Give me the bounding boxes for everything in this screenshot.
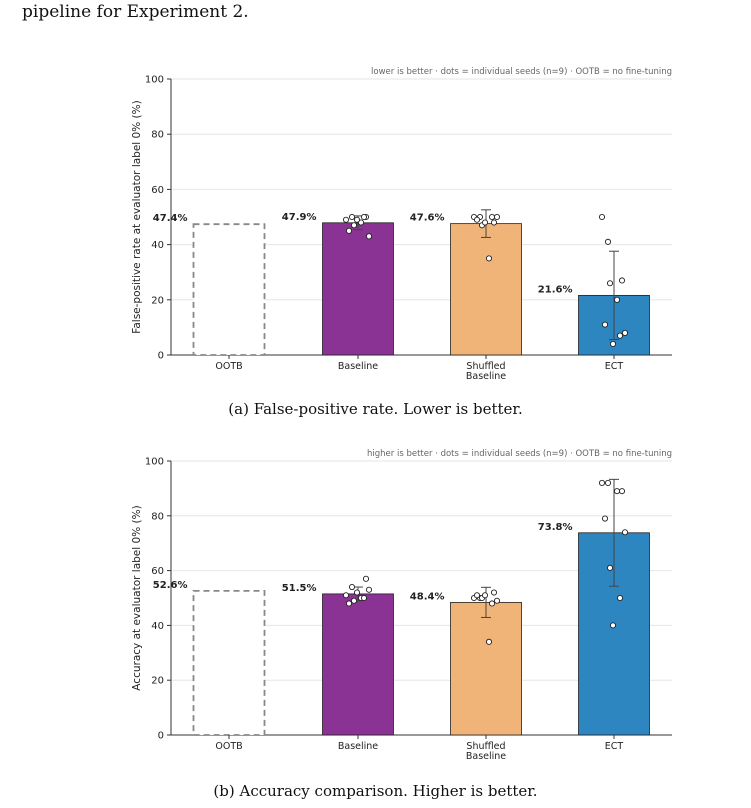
seed-dot [493, 213, 501, 221]
seed-dot [621, 329, 629, 336]
seed-dot [485, 255, 493, 262]
seed-dot [348, 583, 356, 591]
chart-b: 0 20 40 60 80 100 Accuracy at evaluator label … [131, 449, 672, 762]
seed-dot [606, 280, 614, 287]
chart-annotation: higher is better · dots = individual see… [367, 449, 672, 459]
chart-annotation: lower is better · dots = individual seed… [371, 67, 672, 77]
seed-dot [342, 216, 350, 223]
y-tick-label: 0 [158, 731, 164, 742]
seed-dot [481, 219, 489, 226]
seed-dot [348, 213, 356, 221]
seed-dot [357, 219, 365, 226]
seed-dot [493, 597, 501, 604]
y-tick-label: 40 [151, 621, 164, 632]
value-label: 47.9% [282, 212, 317, 223]
x-tick-label: OOTB [215, 741, 242, 752]
bar-ootb [192, 589, 266, 736]
seed-dot [473, 592, 481, 599]
value-label: 51.5% [282, 583, 317, 594]
y-tick-label: 80 [151, 130, 164, 141]
y-tick-label: 60 [151, 185, 164, 196]
y-tick-label: 80 [151, 511, 164, 522]
intro-text: pipeline for Experiment 2. [22, 2, 249, 22]
seed-dot [613, 488, 621, 495]
seed-dot [362, 575, 370, 582]
seed-dot [490, 589, 498, 596]
seed-dot [618, 277, 626, 284]
y-tick-label: 20 [151, 295, 164, 306]
value-label: 47.4% [153, 213, 188, 224]
caption-b: (b) Accuracy comparison. Higher is bette… [213, 782, 538, 800]
seed-dot [609, 340, 617, 348]
seed-dot [488, 213, 496, 221]
x-tick-label: Shuffled [466, 361, 505, 372]
y-tick-label: 100 [145, 457, 164, 468]
seed-dot [485, 638, 493, 645]
seed-dot [616, 332, 624, 339]
x-tick-label: OOTB [215, 361, 242, 372]
seed-dot [601, 321, 609, 328]
y-tick-label: 40 [151, 240, 164, 251]
seed-dot [616, 594, 624, 602]
seed-dot [481, 592, 489, 599]
seed-dot [350, 597, 358, 604]
chart-a: 0 20 40 60 80 100 False-positive rate at evalu… [131, 67, 672, 382]
seed-dot [488, 600, 496, 607]
y-tick-label: 20 [151, 676, 164, 687]
seed-dot [345, 600, 353, 607]
x-tick-label: Baseline [466, 751, 506, 762]
y-tick-label: 0 [158, 351, 164, 362]
value-label: 48.4% [410, 591, 445, 602]
seed-dot [601, 515, 609, 522]
x-tick-label: Baseline [338, 741, 378, 752]
seed-dot [618, 488, 626, 495]
bar-ootb [192, 223, 266, 356]
seed-dot [598, 213, 606, 221]
seed-dot [360, 213, 368, 221]
bar-shuffled-baseline [450, 223, 522, 356]
x-tick-label: Baseline [466, 371, 506, 382]
bar-shuffled-baseline [450, 601, 522, 736]
seed-dot [473, 216, 481, 223]
caption-a: (a) False-positive rate. Lower is better… [228, 400, 523, 418]
x-tick-label: Shuffled [466, 741, 505, 752]
seed-dot [621, 529, 629, 536]
seed-dot [360, 594, 368, 602]
value-label: 47.6% [410, 213, 445, 224]
value-label: 21.6% [538, 284, 573, 295]
y-axis-label: Accuracy at evaluator label 0% (%) [131, 505, 143, 690]
y-axis-label: False-positive rate at evaluator label 0… [131, 100, 143, 333]
value-label: 52.6% [153, 580, 188, 591]
seed-dot [598, 479, 606, 486]
seed-dot [350, 222, 358, 229]
seed-dot [345, 227, 353, 234]
seed-dot [606, 564, 614, 571]
bar-baseline [322, 593, 394, 736]
x-tick-label: Baseline [338, 361, 378, 372]
x-tick-label: ECT [605, 361, 624, 372]
seed-dot [365, 586, 373, 593]
seed-dot [613, 296, 621, 303]
bar-baseline [322, 222, 394, 356]
seed-dot [353, 216, 361, 223]
seed-dot [609, 622, 617, 629]
value-label: 73.8% [538, 522, 573, 533]
y-tick-label: 100 [145, 75, 164, 86]
seed-dot [365, 233, 373, 240]
seed-dot [353, 589, 361, 596]
seed-dot [604, 479, 612, 486]
y-tick-label: 60 [151, 566, 164, 577]
seed-dot [604, 238, 612, 245]
seed-dot [342, 592, 350, 599]
seed-dot [490, 219, 498, 226]
x-tick-label: ECT [605, 741, 624, 752]
